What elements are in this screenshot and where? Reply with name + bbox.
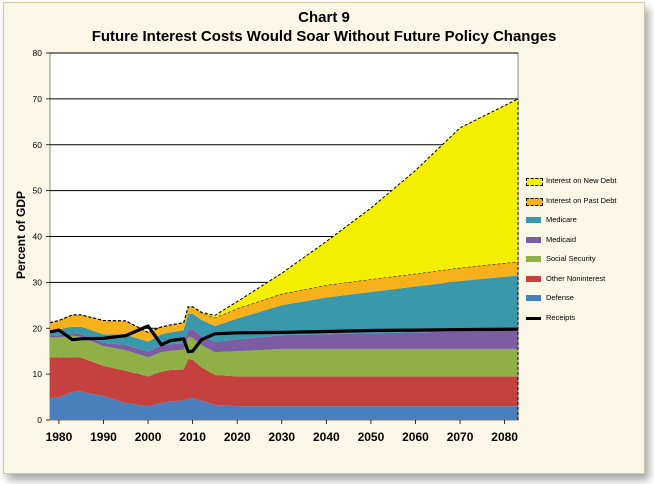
chart-subtitle: Future Interest Costs Would Soar Without…	[91, 28, 557, 45]
x-tick-label: 1990	[90, 430, 117, 444]
legend-label: Interest on Past Debt	[546, 195, 617, 205]
x-tick-label: 2050	[358, 430, 385, 444]
chart-frame: Chart 9 Future Interest Costs Would Soar…	[3, 2, 645, 474]
legend-swatch	[526, 295, 541, 301]
legend-swatch	[526, 256, 541, 262]
x-tick-label: 2070	[447, 430, 474, 444]
y-tick-label: 40	[33, 232, 43, 242]
x-tick-label: 2060	[402, 430, 429, 444]
legend-label: Social Security	[546, 254, 596, 263]
y-tick-label: 50	[33, 186, 43, 196]
legend-label: Interest on New Debt	[546, 176, 617, 185]
legend-swatch	[526, 197, 543, 206]
x-tick-label: 2040	[313, 430, 340, 444]
chart-title: Chart 9	[298, 9, 350, 26]
x-tick-label: 2080	[491, 430, 518, 444]
receipts-line	[49, 324, 519, 354]
area-interest-new	[50, 98, 518, 333]
legend-label: Defense	[546, 293, 574, 302]
legend-swatch	[526, 178, 543, 186]
legend-label: Medicare	[546, 215, 577, 224]
legend-swatch	[526, 275, 541, 282]
y-tick-label: 30	[33, 277, 43, 287]
legend-label: Other Noninterest	[546, 273, 606, 283]
y-tick-label: 0	[37, 415, 42, 425]
legend-swatch	[526, 316, 541, 320]
y-tick-label: 80	[33, 48, 43, 58]
x-tick-label: 2020	[224, 430, 251, 444]
legend-swatch	[526, 217, 541, 223]
x-tick-label: 1980	[46, 430, 73, 444]
y-tick-label: 60	[33, 140, 43, 150]
area-interest-past	[50, 261, 518, 342]
x-tick-label: 2010	[179, 430, 206, 444]
area-social-security	[50, 335, 518, 377]
area-medicare	[50, 275, 518, 352]
outline-interest-new	[49, 98, 519, 333]
x-tick-label: 2000	[135, 430, 162, 444]
y-tick-label: 20	[33, 323, 43, 333]
area-medicaid	[50, 329, 518, 358]
y-tick-label: 10	[33, 369, 43, 379]
x-tick-label: 2030	[268, 430, 295, 444]
legend-label: Medicaid	[546, 234, 577, 244]
legend-label: Receipts	[546, 312, 576, 322]
legend-swatch	[526, 236, 541, 243]
y-tick-label: 70	[33, 94, 43, 104]
area-other-noninterest	[50, 357, 518, 407]
area-defense	[50, 391, 518, 420]
